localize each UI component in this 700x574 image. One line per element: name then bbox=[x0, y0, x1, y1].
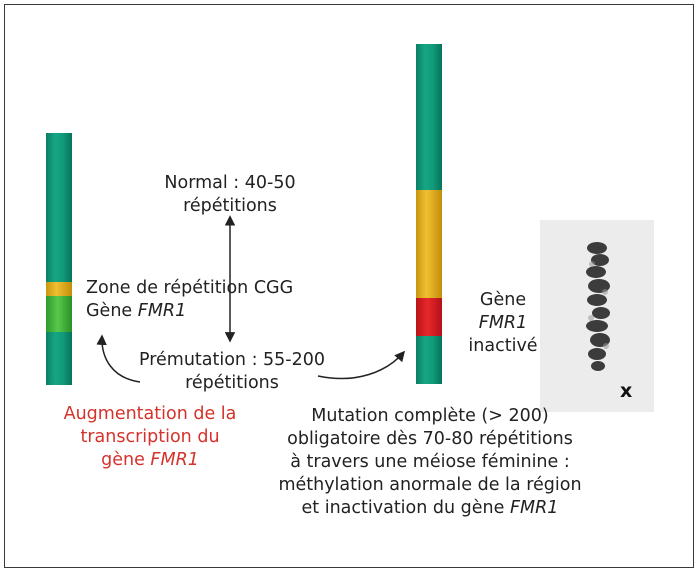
inactive-gene-name: FMR1 bbox=[478, 313, 528, 333]
normal-line1: Normal : 40-50 bbox=[164, 173, 296, 193]
cgg-zone-yellow bbox=[46, 282, 72, 296]
premutation-to-full-mutation-arrow bbox=[317, 350, 406, 380]
full-mutation-line5: et inactivation du gène FMR1 bbox=[250, 497, 610, 520]
zone-gene-line: Gène FMR1 bbox=[86, 300, 293, 323]
methylated-region bbox=[416, 298, 442, 336]
inactive-line2: FMR1 bbox=[458, 312, 548, 335]
zone-label: Zone de répétition CGG Gène FMR1 bbox=[86, 277, 293, 323]
full-mutation-label: Mutation complète (> 200) obligatoire dè… bbox=[250, 405, 610, 520]
premutation-to-zone-arrow bbox=[96, 334, 141, 383]
chromosome-premutation bbox=[46, 133, 72, 385]
fmr1-gene-green bbox=[46, 296, 72, 332]
augmentation-label: Augmentation de la transcription du gène… bbox=[40, 403, 260, 472]
full-mutation-line4: méthylation anormale de la région bbox=[278, 475, 582, 495]
zone-gene-word: Gène bbox=[86, 301, 133, 321]
normal-line2: répétitions bbox=[183, 196, 277, 216]
premutation-label: Prémutation : 55-200 répétitions bbox=[122, 349, 342, 395]
fragile-x-karyotype bbox=[540, 220, 654, 412]
chromosome-full-mutation bbox=[416, 44, 442, 384]
augmentation-line3: gène FMR1 bbox=[40, 449, 260, 472]
inactive-gene-label: Gène FMR1 inactivé bbox=[458, 289, 548, 358]
zone-gene-name: FMR1 bbox=[137, 301, 187, 321]
inactive-line3: inactivé bbox=[468, 336, 538, 356]
full-mutation-line1: Mutation complète (> 200) bbox=[311, 406, 549, 426]
full-mutation-gene-name: FMR1 bbox=[509, 498, 559, 518]
augmentation-line1: Augmentation de la bbox=[63, 404, 237, 424]
full-mutation-line2: obligatoire dès 70-80 répétitions bbox=[287, 429, 573, 449]
full-mutation-line5-text: et inactivation du gène bbox=[301, 498, 505, 518]
inactive-line1: Gène bbox=[479, 290, 527, 310]
augmentation-gene-name: FMR1 bbox=[150, 450, 199, 470]
augmentation-line2: transcription du bbox=[80, 427, 220, 447]
full-mutation-line3: à travers une méiose féminine : bbox=[290, 452, 570, 472]
premutation-line1: Prémutation : 55-200 bbox=[138, 350, 326, 370]
chromatid-left bbox=[46, 133, 72, 385]
expanded-cgg-zone bbox=[416, 190, 442, 298]
premutation-line2: répétitions bbox=[185, 373, 279, 393]
zone-line1: Zone de répétition CGG bbox=[86, 278, 294, 298]
karyotype-x-label: x bbox=[620, 380, 633, 402]
augmentation-gene-word: gène bbox=[101, 450, 145, 470]
normal-label: Normal : 40-50 répétitions bbox=[140, 172, 320, 218]
